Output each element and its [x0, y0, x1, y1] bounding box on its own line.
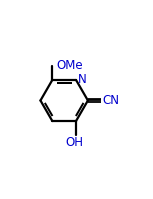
Text: N: N — [78, 73, 87, 86]
Text: OH: OH — [66, 137, 84, 149]
Text: CN: CN — [102, 94, 119, 107]
Text: OMe: OMe — [56, 59, 82, 72]
